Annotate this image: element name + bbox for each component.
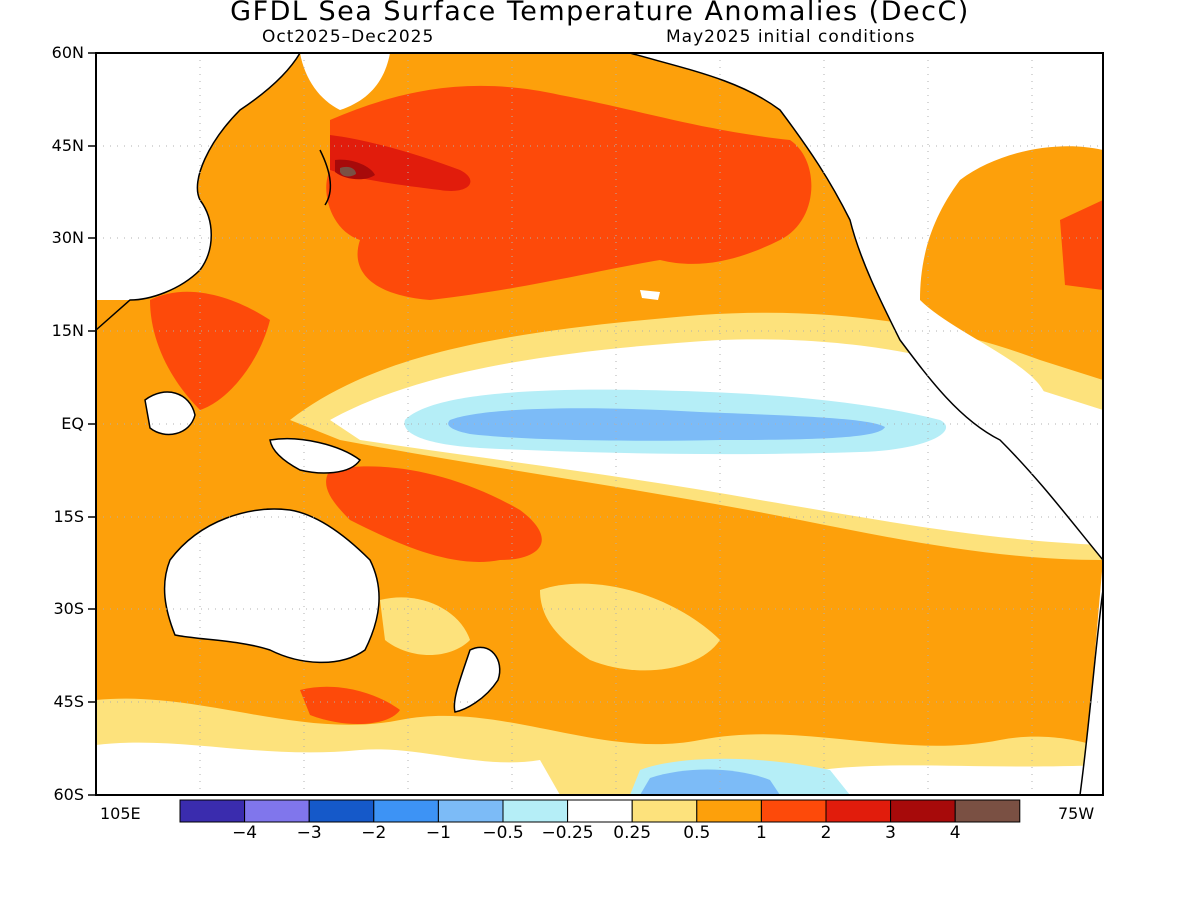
- lat-label-15s: 15S: [53, 507, 84, 526]
- anomaly-equatorial-cool: [448, 408, 885, 441]
- lat-label-45n: 45N: [51, 136, 84, 155]
- legend-swatch: [437, 799, 504, 823]
- lat-ticks: [88, 52, 96, 796]
- legend-tick-label: 4: [949, 823, 961, 843]
- legend-swatch: [179, 799, 246, 823]
- legend-swatch: [890, 799, 956, 823]
- legend-swatch: [631, 799, 698, 823]
- legend-tick-label: −0.5: [482, 823, 524, 843]
- legend-tick-label: −1: [425, 823, 451, 843]
- anomaly-field: [96, 53, 1103, 795]
- land-australia: [164, 509, 380, 663]
- anomaly-south-pale-b: [380, 597, 470, 655]
- lat-label-15n: 15N: [51, 321, 84, 340]
- legend-swatch: [954, 799, 1021, 823]
- land-siberia: [300, 53, 390, 110]
- legend-swatch: [696, 799, 762, 823]
- legend-tick-label: −4: [232, 823, 258, 843]
- anomaly-philippine-warm: [150, 291, 270, 410]
- anomaly-tasman-warm: [300, 686, 400, 725]
- lat-label-60n: 60N: [51, 43, 84, 62]
- legend-swatch: [567, 799, 633, 823]
- legend-swatch: [825, 799, 892, 823]
- land-hawaii: [640, 290, 660, 300]
- anomaly-kuroshio-max: [340, 166, 356, 177]
- legend-tick-label: 2: [820, 823, 832, 843]
- legend-tick-label: −0.25: [541, 823, 594, 843]
- coast-americas: [629, 52, 1104, 561]
- legend-tick-label: 3: [885, 823, 896, 843]
- land-borneo: [145, 392, 195, 435]
- coast-east-asia: [95, 52, 301, 331]
- legend-tick-label: −3: [296, 823, 322, 843]
- anomaly-gulf-mexico-warm: [1060, 200, 1103, 290]
- legend-swatch: [244, 799, 310, 823]
- anomaly-southern-neutral: [96, 742, 560, 795]
- color-legend: [179, 799, 1021, 823]
- anomaly-south-pale-a: [540, 583, 720, 671]
- anomaly-southwest-pacific-warm: [326, 466, 542, 562]
- lat-label-30n: 30N: [51, 228, 84, 247]
- legend-swatch: [373, 799, 439, 823]
- lat-label-60s: 60S: [53, 785, 84, 804]
- lat-label-45s: 45S: [53, 692, 84, 711]
- graticule: [96, 53, 1103, 795]
- anomaly-north-pacific-warm: [326, 85, 812, 300]
- init-conditions-subtitle: May2025 initial conditions: [666, 27, 916, 47]
- legend-tick-label: −2: [361, 823, 387, 843]
- coast-borneo: [144, 391, 196, 436]
- anomaly-southern-neutral-2: [820, 765, 1103, 795]
- legend-tick-label: 0.25: [613, 823, 652, 843]
- legend-swatch: [308, 799, 375, 823]
- coast-south-america: [1079, 589, 1104, 796]
- legend-swatch: [502, 799, 569, 823]
- legend-swatch: [760, 799, 827, 823]
- land-new-guinea: [270, 438, 360, 473]
- lat-label-30s: 30S: [53, 599, 84, 618]
- coast-australia: [163, 508, 380, 664]
- coast-new-zealand: [453, 646, 501, 713]
- lon-label-west: 105E: [100, 804, 141, 823]
- legend-tick-label: 0.5: [683, 823, 711, 843]
- coastlines: [95, 52, 1104, 796]
- land-alaska: [630, 53, 1103, 795]
- period-subtitle: Oct2025–Dec2025: [262, 27, 435, 47]
- coast-new-guinea: [269, 437, 362, 474]
- legend-tick-label: 1: [755, 823, 767, 843]
- lon-label-east: 75W: [1058, 804, 1095, 823]
- coast-japan: [319, 149, 332, 206]
- lat-label-eq: EQ: [61, 414, 84, 433]
- map-title: GFDL Sea Surface Temperature Anomalies (…: [230, 0, 970, 27]
- anomaly-southern-cool: [640, 769, 780, 795]
